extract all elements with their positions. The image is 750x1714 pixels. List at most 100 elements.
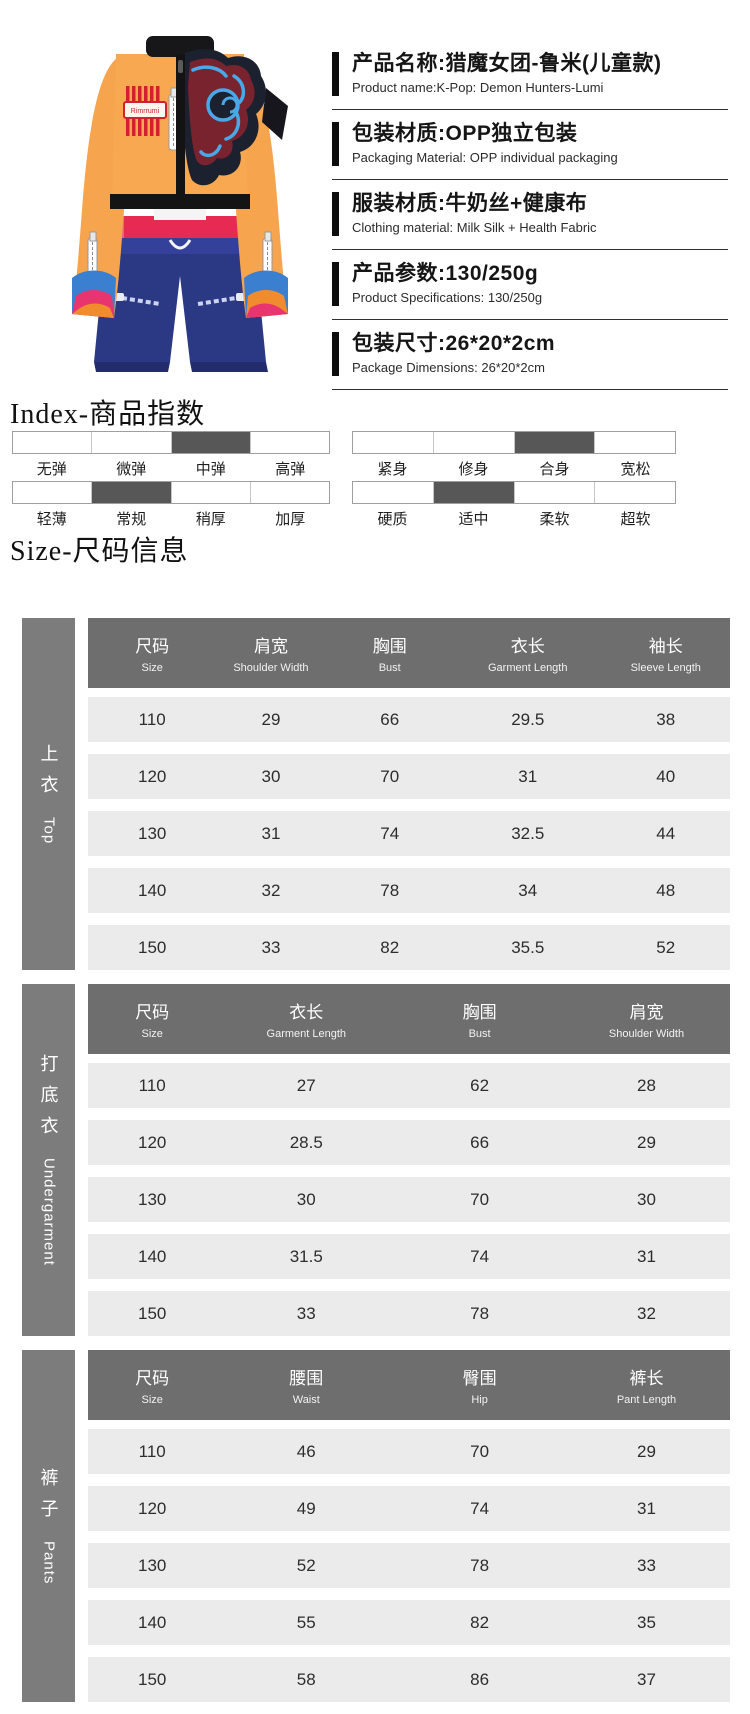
- table-cell: 44: [656, 823, 676, 843]
- table-cell: 30: [261, 766, 281, 786]
- table-cell: 29: [637, 1441, 656, 1461]
- table-cell: 62: [470, 1075, 490, 1095]
- table-cell: 150: [138, 1303, 167, 1323]
- info-accent-bar: [332, 122, 339, 166]
- size-section-title: Size-尺码信息: [10, 536, 189, 567]
- column-title-zh: 尺码: [135, 1003, 170, 1022]
- column-title-en: Size: [141, 662, 163, 674]
- sleeves-graphic: [72, 56, 288, 318]
- table-cell: 78: [470, 1303, 490, 1323]
- category-label: 上衣 Top: [36, 744, 62, 844]
- index-label: 超软: [620, 511, 651, 528]
- product-info-list: 产品名称:猎魔女团-鲁米(儿童款) Product name:K-Pop: De…: [332, 40, 728, 390]
- table-cell: 52: [656, 937, 676, 957]
- category-label-en: Undergarment: [40, 1157, 58, 1266]
- column-title-zh: 腰围: [289, 1369, 324, 1388]
- info-title-zh: 产品参数:130/250g: [352, 262, 539, 285]
- index-label: 常规: [116, 511, 147, 528]
- table-cell: 31: [637, 1498, 656, 1518]
- index-label: 修身: [458, 461, 489, 478]
- index-label: 无弹: [36, 461, 67, 478]
- column-header: 衣长 Garment Length: [454, 632, 602, 674]
- table-cell: 74: [470, 1246, 490, 1266]
- index-bar-labels: 硬质 适中 柔软 超软: [352, 504, 676, 529]
- table-row: 140 55 82 35: [88, 1600, 730, 1645]
- index-bar: [12, 431, 330, 454]
- index-bar: [352, 481, 676, 504]
- index-group-softness: 硬质 适中 柔软 超软: [352, 481, 676, 529]
- table-cell: 120: [138, 1498, 167, 1518]
- table-cell: 33: [637, 1555, 656, 1575]
- table-cell: 31: [637, 1246, 656, 1266]
- table-cell: 70: [380, 766, 400, 786]
- svg-text:Rimrrumi: Rimrrumi: [131, 108, 160, 115]
- table-cell: 110: [138, 709, 166, 729]
- table-cell: 32.5: [511, 823, 545, 843]
- table-cell: 120: [138, 766, 167, 786]
- table-cell: 31.5: [289, 1246, 323, 1266]
- info-accent-bar: [332, 332, 339, 376]
- shorts-graphic: [94, 216, 268, 372]
- index-label: 硬质: [377, 511, 408, 528]
- column-title-zh: 衣长: [289, 1003, 324, 1022]
- index-segment-selected: [91, 482, 171, 503]
- table-row: 130 30 70 30: [88, 1177, 730, 1222]
- index-label: 中弹: [195, 461, 226, 478]
- table-cell: 55: [296, 1612, 316, 1632]
- info-item-packaging-material: 包装材质:OPP独立包装 Packaging Material: OPP ind…: [332, 110, 728, 180]
- size-table-pants: 裤子 Pants 尺码 Size 腰围 Waist 臀围 Hip 裤长 Pant Length…: [22, 1350, 730, 1702]
- index-bar-labels: 无弹 微弹 中弹 高弹: [12, 454, 330, 479]
- table-cell: 31: [518, 766, 538, 786]
- column-title-en: Pant Length: [616, 1394, 677, 1406]
- table-cell: 150: [138, 937, 167, 957]
- table-cell: 27: [296, 1075, 316, 1095]
- index-segment: [13, 482, 92, 503]
- size-table-main: 尺码 Size 衣长 Garment Length 胸围 Bust 肩宽 Shoulder W…: [88, 984, 730, 1336]
- column-header: 尺码 Size: [88, 632, 216, 674]
- category-sidebar: 裤子 Pants: [22, 1350, 75, 1702]
- column-title-en: Shoulder Width: [233, 662, 309, 674]
- table-cell: 35: [637, 1612, 656, 1632]
- column-title-zh: 胸围: [372, 637, 407, 656]
- index-segment: [513, 482, 595, 503]
- table-header-row: 尺码 Size 腰围 Waist 臀围 Hip 裤长 Pant Length: [88, 1350, 730, 1420]
- table-cell: 130: [138, 823, 167, 843]
- index-segment-selected: [513, 432, 595, 453]
- table-cell: 110: [138, 1075, 166, 1095]
- table-cell: 130: [138, 1555, 167, 1575]
- index-segment: [13, 432, 92, 453]
- table-cell: 28.5: [289, 1132, 323, 1152]
- table-body: 110 27 62 28 120 28.5 66 29 130 30 70 30 140 31.5 74 31…: [88, 1063, 730, 1336]
- table-row: 120 49 74 31: [88, 1486, 730, 1531]
- table-cell: 130: [138, 1189, 167, 1209]
- column-header: 裤长 Pant Length: [563, 1364, 730, 1406]
- table-cell: 31: [261, 823, 281, 843]
- table-cell: 30: [637, 1189, 656, 1209]
- column-title-zh: 肩宽: [629, 1003, 664, 1022]
- category-label: 打底衣 Undergarment: [36, 1054, 62, 1265]
- product-photo: Rimrrumi: [30, 10, 330, 398]
- table-cell: 140: [138, 1246, 167, 1266]
- index-bar-labels: 紧身 修身 合身 宽松: [352, 454, 676, 479]
- table-row: 150 33 78 32: [88, 1291, 730, 1336]
- column-header: 尺码 Size: [88, 1364, 216, 1406]
- table-cell: 120: [138, 1132, 167, 1152]
- table-header-row: 尺码 Size 衣长 Garment Length 胸围 Bust 肩宽 Shoulder W…: [88, 984, 730, 1054]
- column-header: 臀围 Hip: [396, 1364, 563, 1406]
- column-header: 胸围 Bust: [326, 632, 454, 674]
- size-table-undergarment: 打底衣 Undergarment 尺码 Size 衣长 Garment Length 胸…: [22, 984, 730, 1336]
- info-title-zh: 包装材质:OPP独立包装: [352, 122, 578, 145]
- info-item-specifications: 产品参数:130/250g Product Specifications: 13…: [332, 250, 728, 320]
- index-label: 宽松: [620, 461, 651, 478]
- index-label: 高弹: [275, 461, 306, 478]
- index-segment: [170, 482, 250, 503]
- index-segment: [353, 482, 433, 503]
- index-bar: [12, 481, 330, 504]
- index-label: 适中: [458, 511, 489, 528]
- index-group-fit: 紧身 修身 合身 宽松: [352, 431, 676, 479]
- category-label-zh: 打底衣: [38, 1054, 59, 1148]
- column-header: 肩宽 Shoulder Width: [563, 998, 730, 1040]
- column-header: 衣长 Garment Length: [216, 998, 396, 1040]
- table-row: 110 27 62 28: [88, 1063, 730, 1108]
